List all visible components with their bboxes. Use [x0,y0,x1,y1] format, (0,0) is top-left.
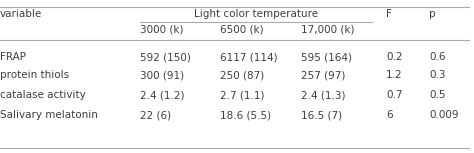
Text: p: p [429,9,436,19]
Text: catalase activity: catalase activity [0,90,86,100]
Text: variable: variable [0,9,42,19]
Text: 2.4 (1.2): 2.4 (1.2) [140,90,184,100]
Text: 0.2: 0.2 [386,52,403,62]
Text: 0.6: 0.6 [429,52,446,62]
Text: 1.2: 1.2 [386,70,403,80]
Text: FRAP: FRAP [0,52,26,62]
Text: 6: 6 [386,110,393,120]
Text: 2.7 (1.1): 2.7 (1.1) [220,90,265,100]
Text: Salivary melatonin: Salivary melatonin [0,110,98,120]
Text: 16.5 (7): 16.5 (7) [301,110,342,120]
Text: F: F [386,9,392,19]
Text: 257 (97): 257 (97) [301,70,346,80]
Text: 250 (87): 250 (87) [220,70,264,80]
Text: 300 (91): 300 (91) [140,70,184,80]
Text: 22 (6): 22 (6) [140,110,171,120]
Text: 0.7: 0.7 [386,90,403,100]
Text: 3000 (k): 3000 (k) [140,25,183,35]
Text: protein thiols: protein thiols [0,70,69,80]
Text: 0.3: 0.3 [429,70,446,80]
Text: 0.5: 0.5 [429,90,446,100]
Text: 18.6 (5.5): 18.6 (5.5) [220,110,272,120]
Text: 17,000 (k): 17,000 (k) [301,25,355,35]
Text: 6500 (k): 6500 (k) [220,25,264,35]
Text: 592 (150): 592 (150) [140,52,191,62]
Text: 6117 (114): 6117 (114) [220,52,278,62]
Text: 595 (164): 595 (164) [301,52,352,62]
Text: Light color temperature: Light color temperature [194,9,318,19]
Text: 2.4 (1.3): 2.4 (1.3) [301,90,346,100]
Text: 0.009: 0.009 [429,110,458,120]
